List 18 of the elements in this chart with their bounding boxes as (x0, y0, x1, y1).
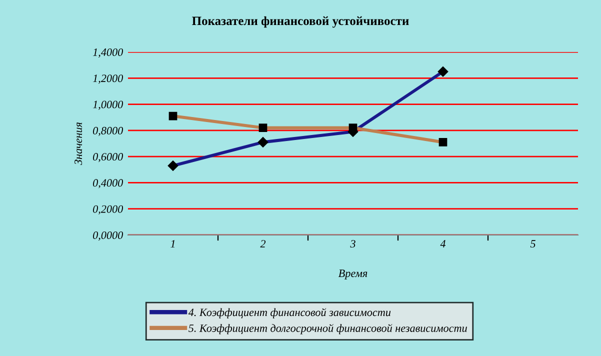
chart-title: Показатели финансовой устойчивости (192, 16, 409, 28)
y-tick-label: 1,4000 (92, 48, 123, 58)
y-tick-label: 0,0000 (93, 231, 123, 241)
legend-label: 5. Коэффициент долгосрочной финансовой независимости (188, 324, 467, 334)
y-tick-label: 0,6000 (93, 153, 123, 162)
x-tick-label: 1 (170, 240, 175, 248)
y-tick-label: 1,0000 (92, 100, 123, 110)
y-tick-label: 0,8000 (93, 126, 123, 136)
x-tick-label: 3 (350, 240, 356, 248)
y-axis-title: Значения (74, 122, 82, 165)
x-tick-label: 2 (260, 240, 266, 248)
y-tick-label: 1,2000 (92, 74, 123, 84)
x-tick-label: 4 (440, 240, 446, 248)
y-tick-label: 0,4000 (93, 179, 123, 188)
y-tick-label: 0,2000 (93, 205, 123, 214)
x-tick-label: 5 (530, 240, 536, 248)
x-axis-title: Время (338, 270, 368, 280)
legend-label: 4. Коэффициент финансовой зависимости (188, 308, 391, 318)
